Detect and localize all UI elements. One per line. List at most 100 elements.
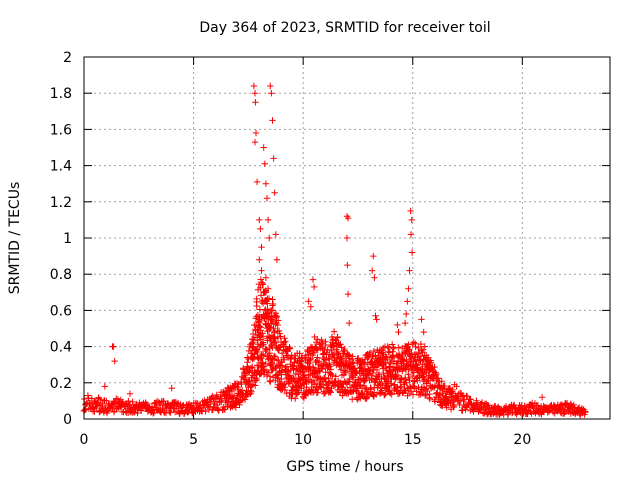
data-point <box>369 352 376 360</box>
data-point <box>426 395 434 403</box>
data-point <box>341 347 348 354</box>
data-point <box>538 394 546 401</box>
data-point <box>249 363 256 371</box>
data-point <box>262 347 269 355</box>
data-point <box>450 401 458 409</box>
data-point <box>347 356 355 363</box>
data-point <box>202 408 209 415</box>
data-point <box>427 359 435 366</box>
y-tick-label: 1.2 <box>50 195 72 211</box>
data-point <box>197 407 205 414</box>
data-point <box>318 343 325 351</box>
data-point <box>256 216 263 224</box>
data-point <box>262 180 270 187</box>
y-tick-label: 0.2 <box>50 376 72 392</box>
data-point <box>275 317 282 324</box>
chart-title: Day 364 of 2023, SRMTID for receiver toi… <box>199 20 490 36</box>
data-point <box>101 383 108 390</box>
data-point <box>266 323 273 331</box>
data-point <box>269 296 276 303</box>
data-point <box>296 350 303 357</box>
data-point <box>349 353 356 360</box>
data-point <box>314 354 321 361</box>
data-point <box>339 392 346 399</box>
data-point <box>311 370 318 377</box>
data-point <box>263 346 270 353</box>
data-point <box>384 343 391 350</box>
data-point <box>449 386 456 394</box>
data-point <box>386 349 393 356</box>
data-point <box>270 356 278 363</box>
data-point <box>410 339 417 346</box>
data-point <box>302 364 309 372</box>
data-point <box>230 392 238 399</box>
data-point <box>402 376 409 383</box>
data-point <box>257 225 264 233</box>
data-point <box>534 402 542 409</box>
data-point <box>343 234 351 242</box>
data-point <box>313 346 320 353</box>
data-point <box>246 378 253 385</box>
data-point <box>240 366 247 373</box>
data-point <box>278 350 286 357</box>
data-point <box>154 407 161 414</box>
data-point <box>464 393 471 400</box>
data-point <box>403 356 410 364</box>
data-point <box>256 323 263 330</box>
x-tick-label: 5 <box>189 432 198 448</box>
data-point <box>256 256 263 263</box>
data-point <box>257 355 264 363</box>
data-point <box>281 335 288 342</box>
data-point <box>326 388 333 395</box>
data-point <box>312 358 319 366</box>
data-point <box>337 341 344 348</box>
y-tick-label: 0.8 <box>50 267 72 283</box>
data-point <box>269 307 277 314</box>
data-point <box>386 387 393 394</box>
data-point <box>272 231 279 238</box>
data-point <box>110 343 117 350</box>
data-point <box>100 409 108 416</box>
data-point <box>251 138 259 146</box>
y-tick-label: 0.4 <box>50 340 72 356</box>
data-point <box>111 357 118 365</box>
data-point <box>370 347 377 355</box>
data-point <box>262 274 270 281</box>
data-point <box>368 372 375 379</box>
data-point <box>273 313 280 320</box>
data-point <box>323 349 330 356</box>
data-point <box>103 409 111 417</box>
data-point <box>329 372 336 379</box>
data-point <box>395 344 402 351</box>
data-point <box>259 333 267 340</box>
data-point <box>372 352 379 359</box>
data-point <box>337 366 345 373</box>
data-point <box>292 395 299 402</box>
data-point <box>393 373 400 380</box>
data-point <box>459 407 466 414</box>
data-point <box>320 381 327 388</box>
data-point <box>257 276 265 283</box>
data-point <box>436 391 443 398</box>
y-tick-label: 1.8 <box>50 86 72 102</box>
y-tick-label: 1.6 <box>50 122 72 138</box>
data-point <box>223 399 231 406</box>
data-point <box>582 409 589 416</box>
data-point <box>530 404 537 411</box>
data-point <box>408 216 415 224</box>
data-point <box>443 404 450 411</box>
data-point <box>271 335 279 342</box>
data-point <box>418 316 425 323</box>
data-point <box>478 399 486 406</box>
data-point <box>218 398 225 406</box>
data-point <box>260 341 267 348</box>
data-point <box>256 306 264 313</box>
data-point <box>248 388 255 396</box>
data-point <box>372 391 380 398</box>
data-point <box>241 396 249 403</box>
data-point <box>324 384 332 391</box>
data-point <box>279 362 286 369</box>
data-point <box>409 372 416 380</box>
data-point <box>318 365 325 373</box>
data-point <box>412 343 419 351</box>
